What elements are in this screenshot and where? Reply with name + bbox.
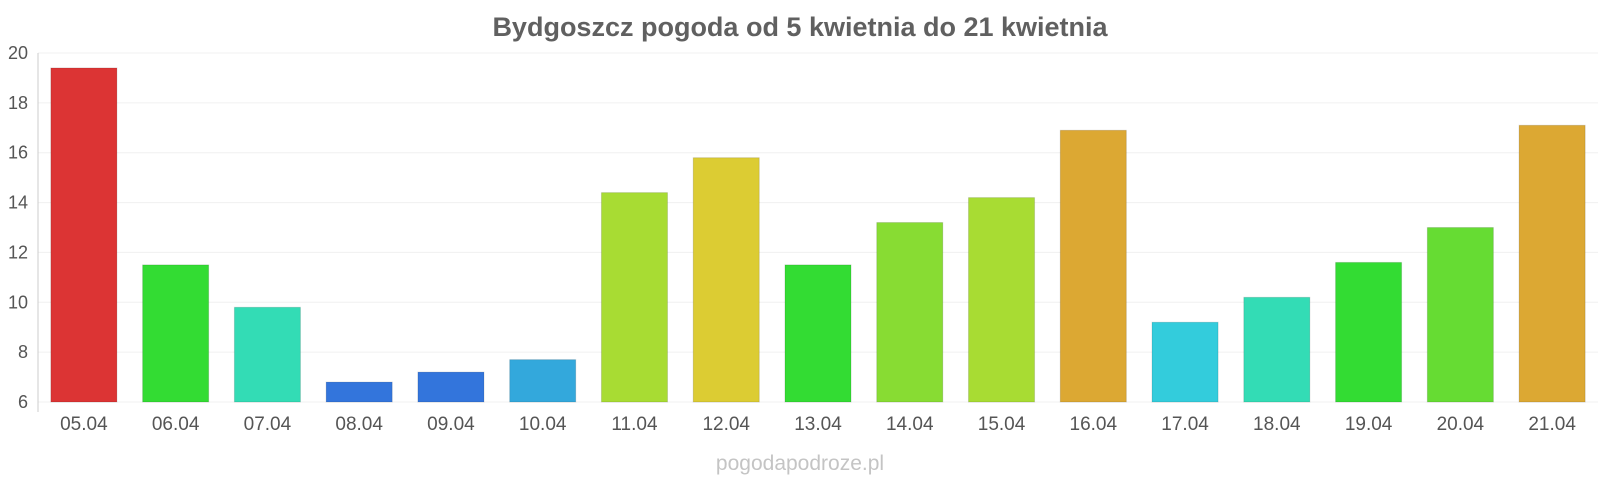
y-axis: 6 8 10 12 14 16 18 20	[8, 43, 39, 412]
y-tick-label: 14	[8, 193, 28, 213]
x-tick-label: 12.04	[702, 414, 750, 435]
x-tick-label: 19.04	[1345, 414, 1393, 435]
x-tick-label: 05.04	[60, 414, 108, 435]
bar	[509, 359, 577, 403]
x-tick-label: 17.04	[1161, 414, 1209, 435]
y-tick-label: 18	[8, 93, 28, 113]
x-tick-label: 13.04	[794, 414, 842, 435]
bar	[1151, 321, 1219, 403]
bar	[784, 264, 852, 403]
x-tick-label: 21.04	[1528, 414, 1576, 435]
chart-title: Bydgoszcz pogoda od 5 kwietnia do 21 kwi…	[492, 12, 1108, 42]
bar	[1426, 227, 1494, 403]
y-tick-label: 8	[18, 342, 28, 362]
x-tick-label: 11.04	[611, 414, 658, 435]
y-tick-label: 20	[8, 43, 28, 63]
y-tick-label: 6	[18, 392, 28, 412]
x-axis: 05.04 06.04 07.04 08.04 09.04 10.04 11.04 12.04…	[60, 414, 1576, 435]
bar	[692, 157, 760, 403]
x-tick-label: 18.04	[1253, 414, 1301, 435]
bar	[233, 306, 301, 403]
x-tick-label: 20.04	[1437, 414, 1485, 435]
bar	[1335, 261, 1403, 403]
x-tick-label: 08.04	[335, 414, 383, 435]
bar	[325, 381, 393, 403]
bar	[1243, 296, 1311, 403]
x-tick-label: 16.04	[1070, 414, 1118, 435]
bar	[600, 192, 669, 403]
x-tick-label: 09.04	[427, 414, 475, 435]
bar	[876, 222, 944, 403]
bar	[967, 197, 1036, 403]
x-tick-label: 06.04	[152, 414, 200, 435]
x-tick-label: 15.04	[978, 414, 1026, 435]
bar	[1059, 129, 1127, 403]
x-tick-label: 07.04	[244, 414, 292, 435]
bar	[50, 67, 118, 403]
y-tick-label: 16	[8, 143, 28, 163]
x-tick-label: 10.04	[519, 414, 567, 435]
watermark: pogodapodroze.pl	[716, 452, 884, 475]
x-tick-label: 14.04	[886, 414, 934, 435]
bar	[417, 371, 485, 403]
bars	[50, 67, 1586, 403]
bar	[1518, 124, 1586, 403]
y-tick-label: 10	[8, 292, 28, 312]
y-tick-label: 12	[8, 242, 28, 262]
bar	[142, 264, 210, 403]
